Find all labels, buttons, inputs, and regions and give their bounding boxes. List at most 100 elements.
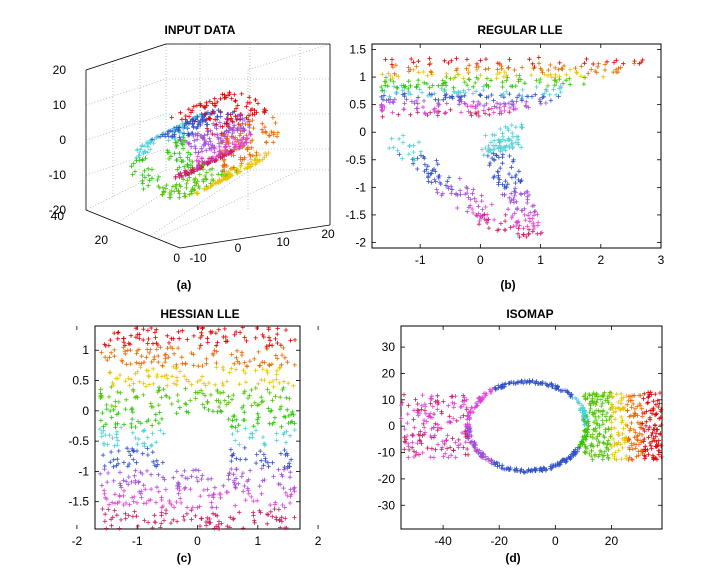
axis-line xyxy=(85,43,167,71)
data-point xyxy=(102,491,107,497)
data-point xyxy=(204,170,209,175)
data-point xyxy=(497,70,502,75)
data-point xyxy=(153,500,159,505)
data-point xyxy=(605,455,611,460)
z-tick-label: 0 xyxy=(59,133,66,147)
data-point xyxy=(519,65,525,70)
data-point xyxy=(252,108,257,113)
data-point xyxy=(411,449,417,454)
data-point xyxy=(488,150,494,155)
data-point xyxy=(493,143,499,148)
data-point xyxy=(175,138,181,144)
data-point xyxy=(463,434,468,440)
data-point xyxy=(261,441,267,446)
data-point xyxy=(266,327,271,332)
data-point xyxy=(196,325,201,331)
data-point xyxy=(400,156,405,161)
data-point xyxy=(641,396,646,401)
data-point xyxy=(115,457,120,462)
data-point xyxy=(583,437,589,442)
data-point xyxy=(611,410,616,415)
data-point xyxy=(210,131,215,137)
data-point xyxy=(189,508,194,513)
data-point xyxy=(464,82,470,88)
data-point xyxy=(233,135,238,140)
data-point xyxy=(638,440,644,445)
data-point xyxy=(209,504,215,510)
data-point xyxy=(436,425,441,430)
data-point xyxy=(281,467,287,472)
data-point xyxy=(498,165,503,171)
data-point xyxy=(160,460,165,465)
data-point xyxy=(244,338,249,344)
data-point xyxy=(206,142,211,147)
data-point xyxy=(142,168,147,174)
data-point xyxy=(401,83,406,88)
data-point xyxy=(469,206,475,212)
data-point xyxy=(484,391,489,397)
axis-line xyxy=(85,209,181,249)
data-point xyxy=(481,87,486,93)
data-point xyxy=(645,400,651,405)
data-point xyxy=(538,101,544,106)
data-point xyxy=(224,163,230,169)
data-point xyxy=(121,340,127,345)
data-point xyxy=(231,165,236,170)
data-point xyxy=(250,112,255,117)
data-point xyxy=(522,81,528,86)
data-point xyxy=(287,475,293,480)
data-point xyxy=(536,55,541,60)
data-point xyxy=(593,394,599,399)
data-point xyxy=(517,73,522,78)
data-point xyxy=(419,441,424,446)
data-point xyxy=(135,395,140,400)
data-point xyxy=(632,435,637,440)
data-point xyxy=(185,337,190,342)
data-point xyxy=(178,110,183,115)
data-point xyxy=(193,132,198,137)
data-point xyxy=(488,140,494,145)
data-point xyxy=(267,338,273,343)
data-point xyxy=(216,522,221,528)
x-tick-label: 20 xyxy=(321,227,335,241)
data-point xyxy=(288,487,293,492)
data-point xyxy=(593,408,599,413)
data-point xyxy=(179,159,185,164)
data-point xyxy=(148,347,153,352)
data-point xyxy=(639,406,644,411)
data-point xyxy=(242,410,247,415)
data-point xyxy=(529,72,534,78)
data-point xyxy=(224,137,230,142)
data-point xyxy=(218,408,223,414)
data-point xyxy=(156,472,161,477)
data-point xyxy=(142,175,148,180)
data-point xyxy=(466,413,471,418)
data-point xyxy=(267,380,272,385)
data-point xyxy=(418,153,424,158)
y-tick-label: -0.5 xyxy=(345,153,366,167)
data-point xyxy=(141,381,146,386)
data-point xyxy=(612,425,617,431)
data-point xyxy=(471,84,476,89)
data-point xyxy=(136,361,142,366)
y-tick-label: -0.5 xyxy=(68,434,89,448)
data-point xyxy=(206,380,212,386)
data-point xyxy=(132,509,137,514)
data-point xyxy=(591,61,596,67)
data-point xyxy=(190,468,196,473)
data-point xyxy=(166,138,171,143)
data-point xyxy=(216,398,221,403)
data-point xyxy=(204,100,209,105)
data-point xyxy=(185,162,190,167)
data-point xyxy=(135,523,141,529)
data-point xyxy=(291,412,296,417)
data-point xyxy=(483,204,488,210)
data-point xyxy=(270,378,276,384)
data-point xyxy=(477,218,482,224)
data-point xyxy=(281,385,286,390)
data-point xyxy=(491,110,496,115)
data-point xyxy=(237,330,243,335)
data-point xyxy=(619,420,624,425)
data-point xyxy=(484,76,490,81)
